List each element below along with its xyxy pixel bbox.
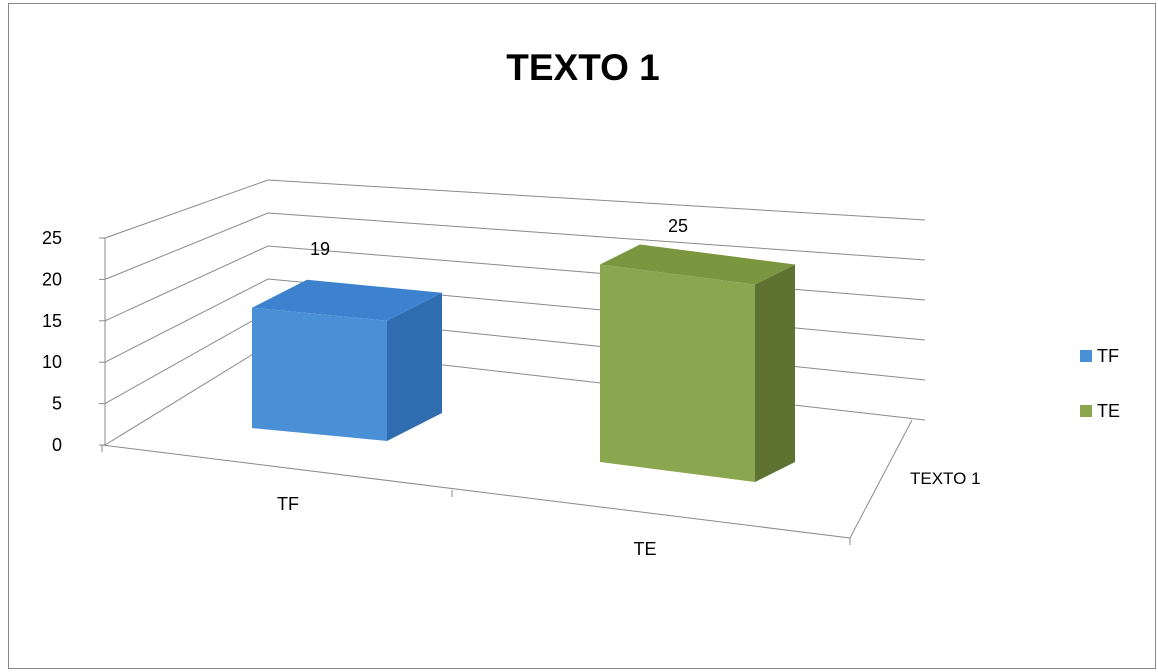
bar-te [600, 264, 755, 482]
legend-swatch [1080, 405, 1092, 417]
bar-tf [252, 307, 387, 441]
bar-top-te [600, 244, 795, 285]
category-label: TF [277, 494, 299, 514]
gridline [104, 278, 926, 363]
y-tick-label: 15 [42, 311, 62, 331]
y-tick-label: 5 [52, 394, 62, 414]
gridline [104, 245, 926, 322]
chart-frame [8, 3, 1156, 669]
y-tick-label: 0 [52, 435, 62, 455]
y-tick-label: 20 [42, 269, 62, 289]
y-tick-label: 10 [42, 352, 62, 372]
legend-label: TF [1097, 346, 1119, 366]
gridline [104, 311, 926, 405]
category-label: TE [633, 539, 656, 559]
gridline [104, 179, 926, 239]
legend: TF TE [1080, 346, 1120, 421]
bar-top-tf [252, 279, 442, 321]
x-axis-line [101, 444, 851, 539]
floor-back-edge [104, 344, 926, 446]
bar-side-te [755, 264, 795, 482]
data-label: 19 [310, 239, 330, 259]
data-label: 25 [668, 216, 688, 236]
bar-side-tf [387, 292, 442, 441]
category-labels: TF TE [277, 494, 657, 559]
y-tick-label: 25 [42, 228, 62, 248]
axes [99, 237, 926, 545]
gridline [104, 212, 926, 280]
depth-axis-line [849, 419, 913, 539]
y-tick-labels: 0 5 10 15 20 25 [42, 228, 62, 455]
depth-axis-label: TEXTO 1 [910, 469, 981, 488]
chart-title: TEXTO 1 [506, 47, 660, 88]
legend-label: TE [1097, 401, 1120, 421]
legend-swatch [1080, 350, 1092, 362]
